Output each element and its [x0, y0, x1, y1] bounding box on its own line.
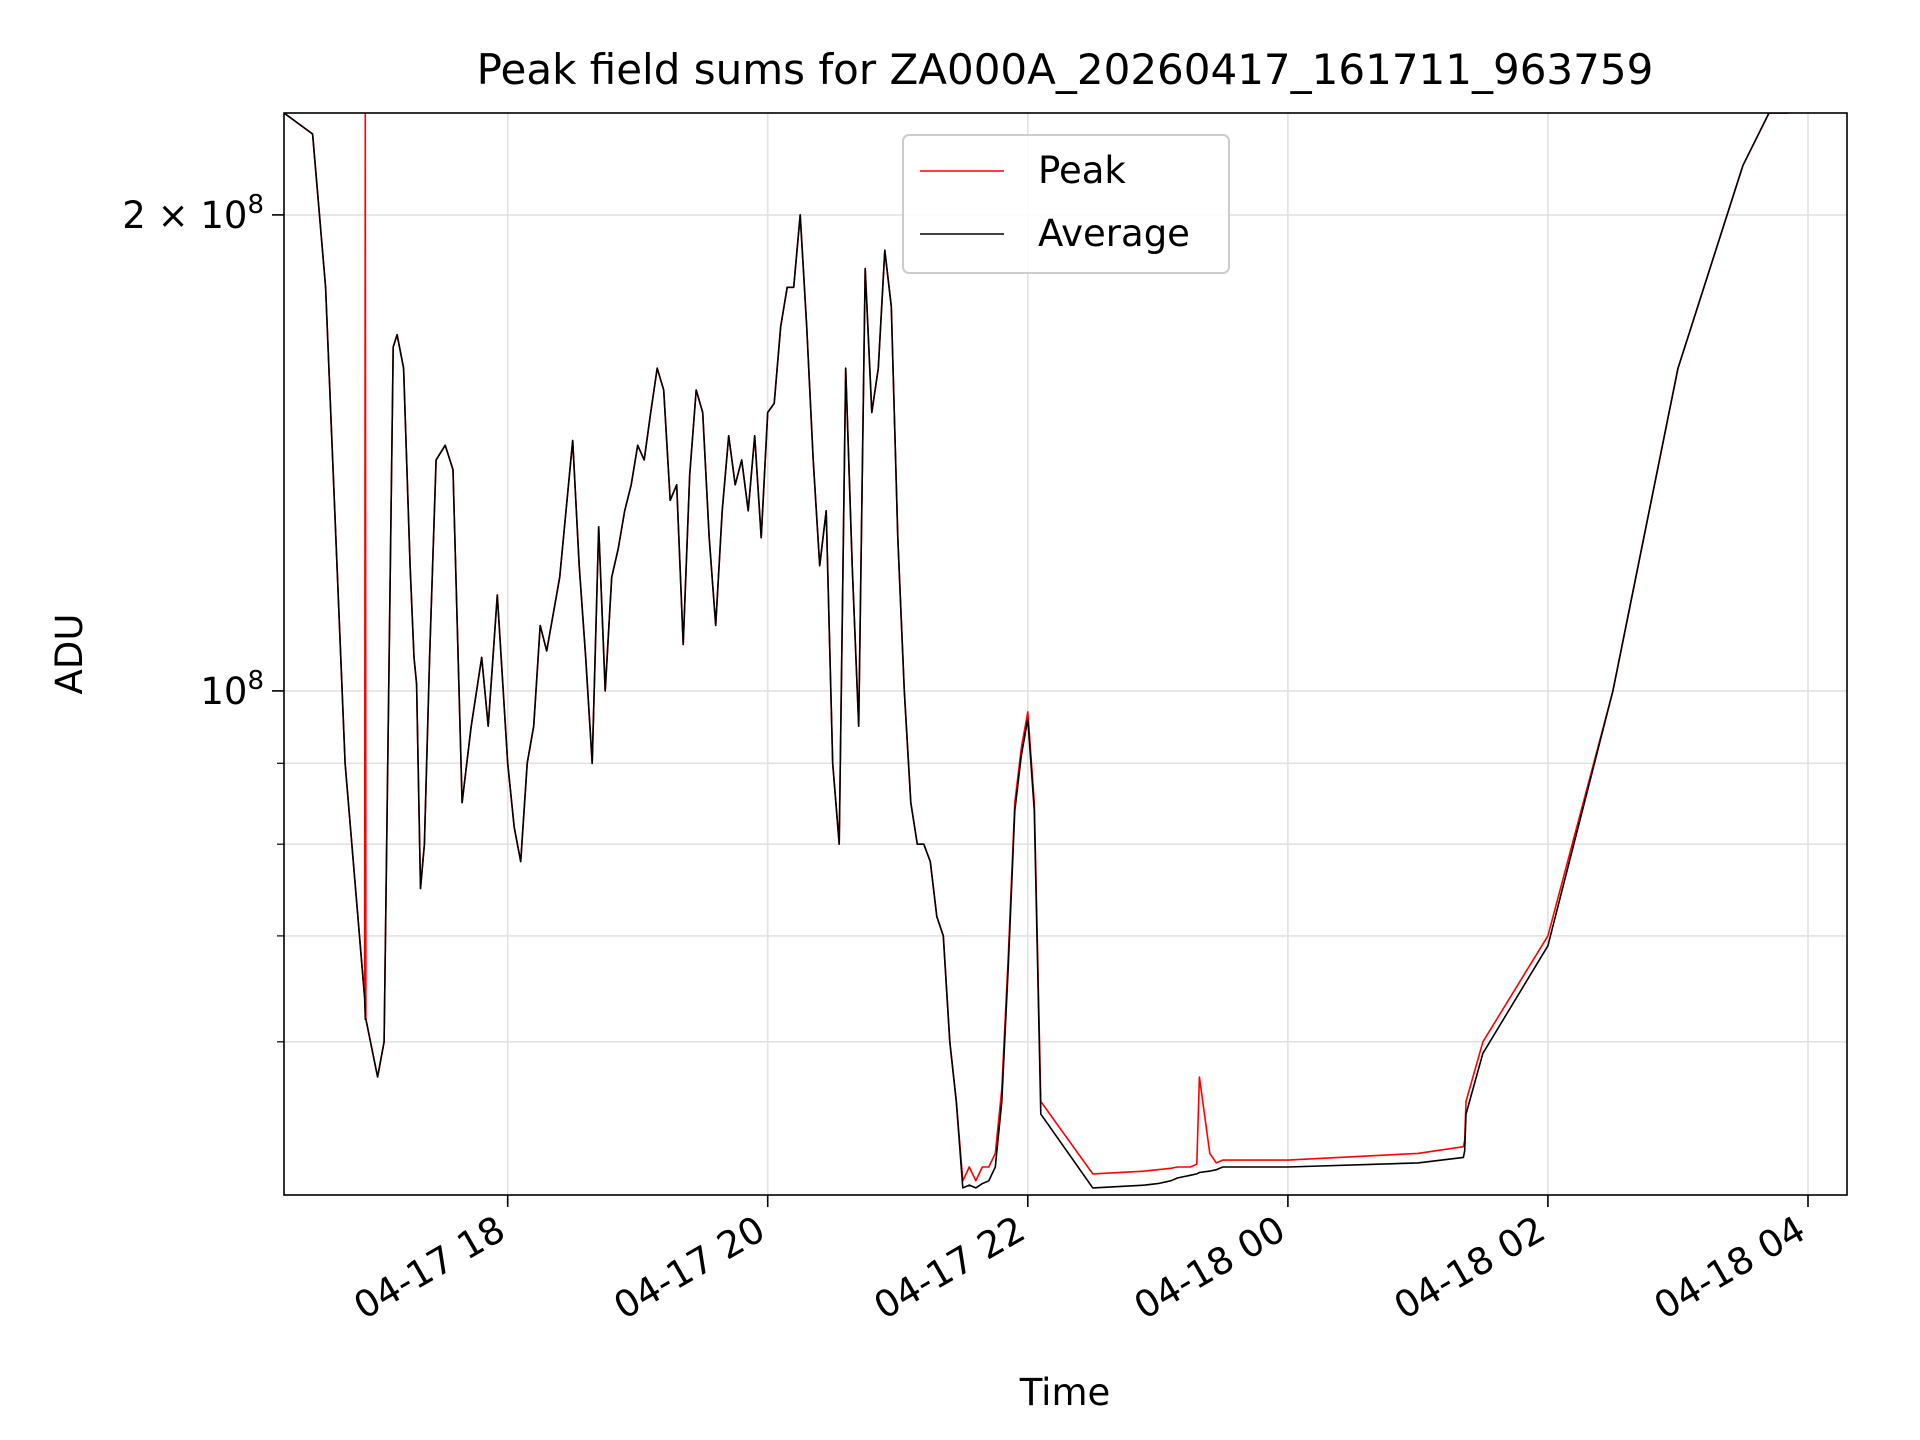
- series-layer: [284, 113, 1789, 1189]
- y-axis-label: ADU: [48, 614, 91, 695]
- legend-average-label: Average: [1038, 212, 1190, 255]
- y-tick-label: 2 × 108: [122, 190, 264, 237]
- legend-box: [902, 134, 1230, 274]
- legend-peak-label: Peak: [1038, 149, 1126, 192]
- y-tick-exponent: 8: [247, 190, 264, 220]
- chart-title: Peak field sums for ZA000A_20260417_1617…: [477, 45, 1654, 94]
- x-axis-label: Time: [1019, 1371, 1111, 1414]
- y-tick-exponent: 8: [247, 666, 264, 696]
- plot-frame: [283, 112, 1848, 1196]
- y-tick-base: 10: [200, 194, 247, 237]
- y-tick-coef: 2 ×: [122, 194, 200, 237]
- grid: [284, 113, 1847, 1195]
- series-line-average: [284, 113, 1789, 1189]
- y-tick-base: 10: [200, 670, 247, 713]
- y-tick-label: 108: [200, 666, 264, 713]
- legend: Peak Average: [902, 134, 1230, 274]
